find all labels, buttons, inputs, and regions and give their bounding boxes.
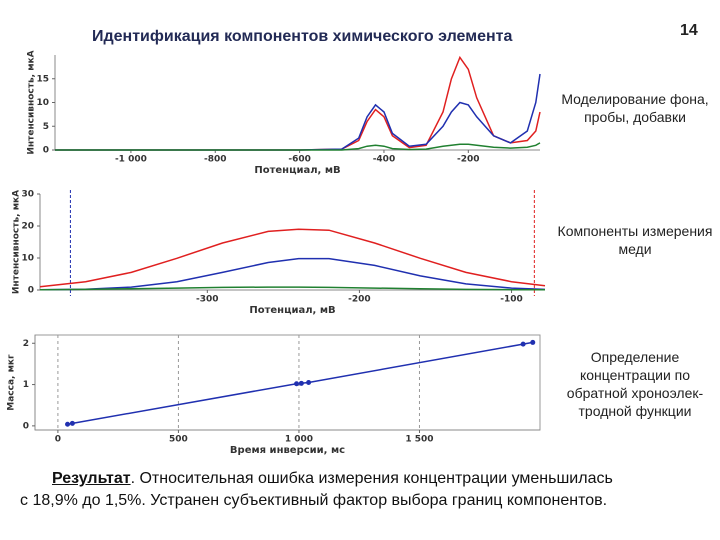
x-tick-label: -600 <box>288 155 311 165</box>
result: Результат. Относительная ошибка измерени… <box>20 468 710 512</box>
series-line <box>55 73 541 151</box>
y-tick-label: 10 <box>21 254 34 264</box>
x-axis-label: Потенциал, мВ <box>249 305 335 316</box>
x-tick-label: -1 000 <box>115 155 147 165</box>
plot-frame <box>34 334 541 431</box>
x-tick-label: 0 <box>55 435 61 445</box>
data-point <box>306 380 312 385</box>
data-point <box>298 380 304 386</box>
x-tick-label: 1 000 <box>285 435 313 445</box>
y-tick-label: 15 <box>36 74 49 84</box>
data-point <box>294 381 300 387</box>
x-tick-label: -300 <box>196 295 219 305</box>
series-line <box>55 55 541 151</box>
caption: Определение концентрации по обратной хро… <box>566 349 704 419</box>
x-tick-label: -400 <box>373 155 396 165</box>
y-tick-label: 0 <box>43 146 49 156</box>
data-point <box>69 420 75 426</box>
caption: Моделирование фона, пробы, добавки <box>561 91 709 125</box>
x-tick-label: 1 500 <box>405 435 433 445</box>
result-text: . Относительная ошибка измерения концент… <box>130 470 613 487</box>
result-label: Результат <box>52 470 131 487</box>
slide-title: Идентификация компонентов химического эл… <box>92 28 513 45</box>
y-tick-label: 0 <box>28 286 34 296</box>
y-axis-label: Интенсивность, мкА <box>12 190 22 294</box>
caption: Компоненты измерения меди <box>557 223 713 257</box>
series-line <box>39 257 546 291</box>
y-tick-label: 30 <box>21 190 34 200</box>
x-tick-label: -200 <box>457 155 480 165</box>
y-axis-label: Интенсивность, мкА <box>27 50 37 154</box>
series-line <box>39 286 546 291</box>
x-tick-label: 500 <box>169 435 188 445</box>
y-tick-label: 5 <box>43 122 49 132</box>
data-point <box>65 421 71 427</box>
x-axis-label: Потенциал, мВ <box>254 165 340 176</box>
y-axis-label: Масса, мкг <box>7 354 17 411</box>
page-number: 14 <box>680 22 698 39</box>
x-tick-label: -200 <box>348 295 371 305</box>
y-tick-label: 2 <box>23 339 29 349</box>
result-text: с 18,9% до 1,5%. Устранен субъективный ф… <box>20 492 608 509</box>
data-point <box>530 339 536 345</box>
x-tick-label: -100 <box>500 295 523 305</box>
x-axis-label: Время инверсии, мс <box>230 445 345 456</box>
x-tick-label: -800 <box>204 155 227 165</box>
y-tick-label: 10 <box>36 98 49 108</box>
series-line <box>55 142 541 151</box>
series-line <box>39 228 546 288</box>
y-tick-label: 0 <box>23 421 29 431</box>
y-tick-label: 1 <box>23 380 29 390</box>
data-point <box>520 341 526 347</box>
y-tick-label: 20 <box>21 222 34 232</box>
